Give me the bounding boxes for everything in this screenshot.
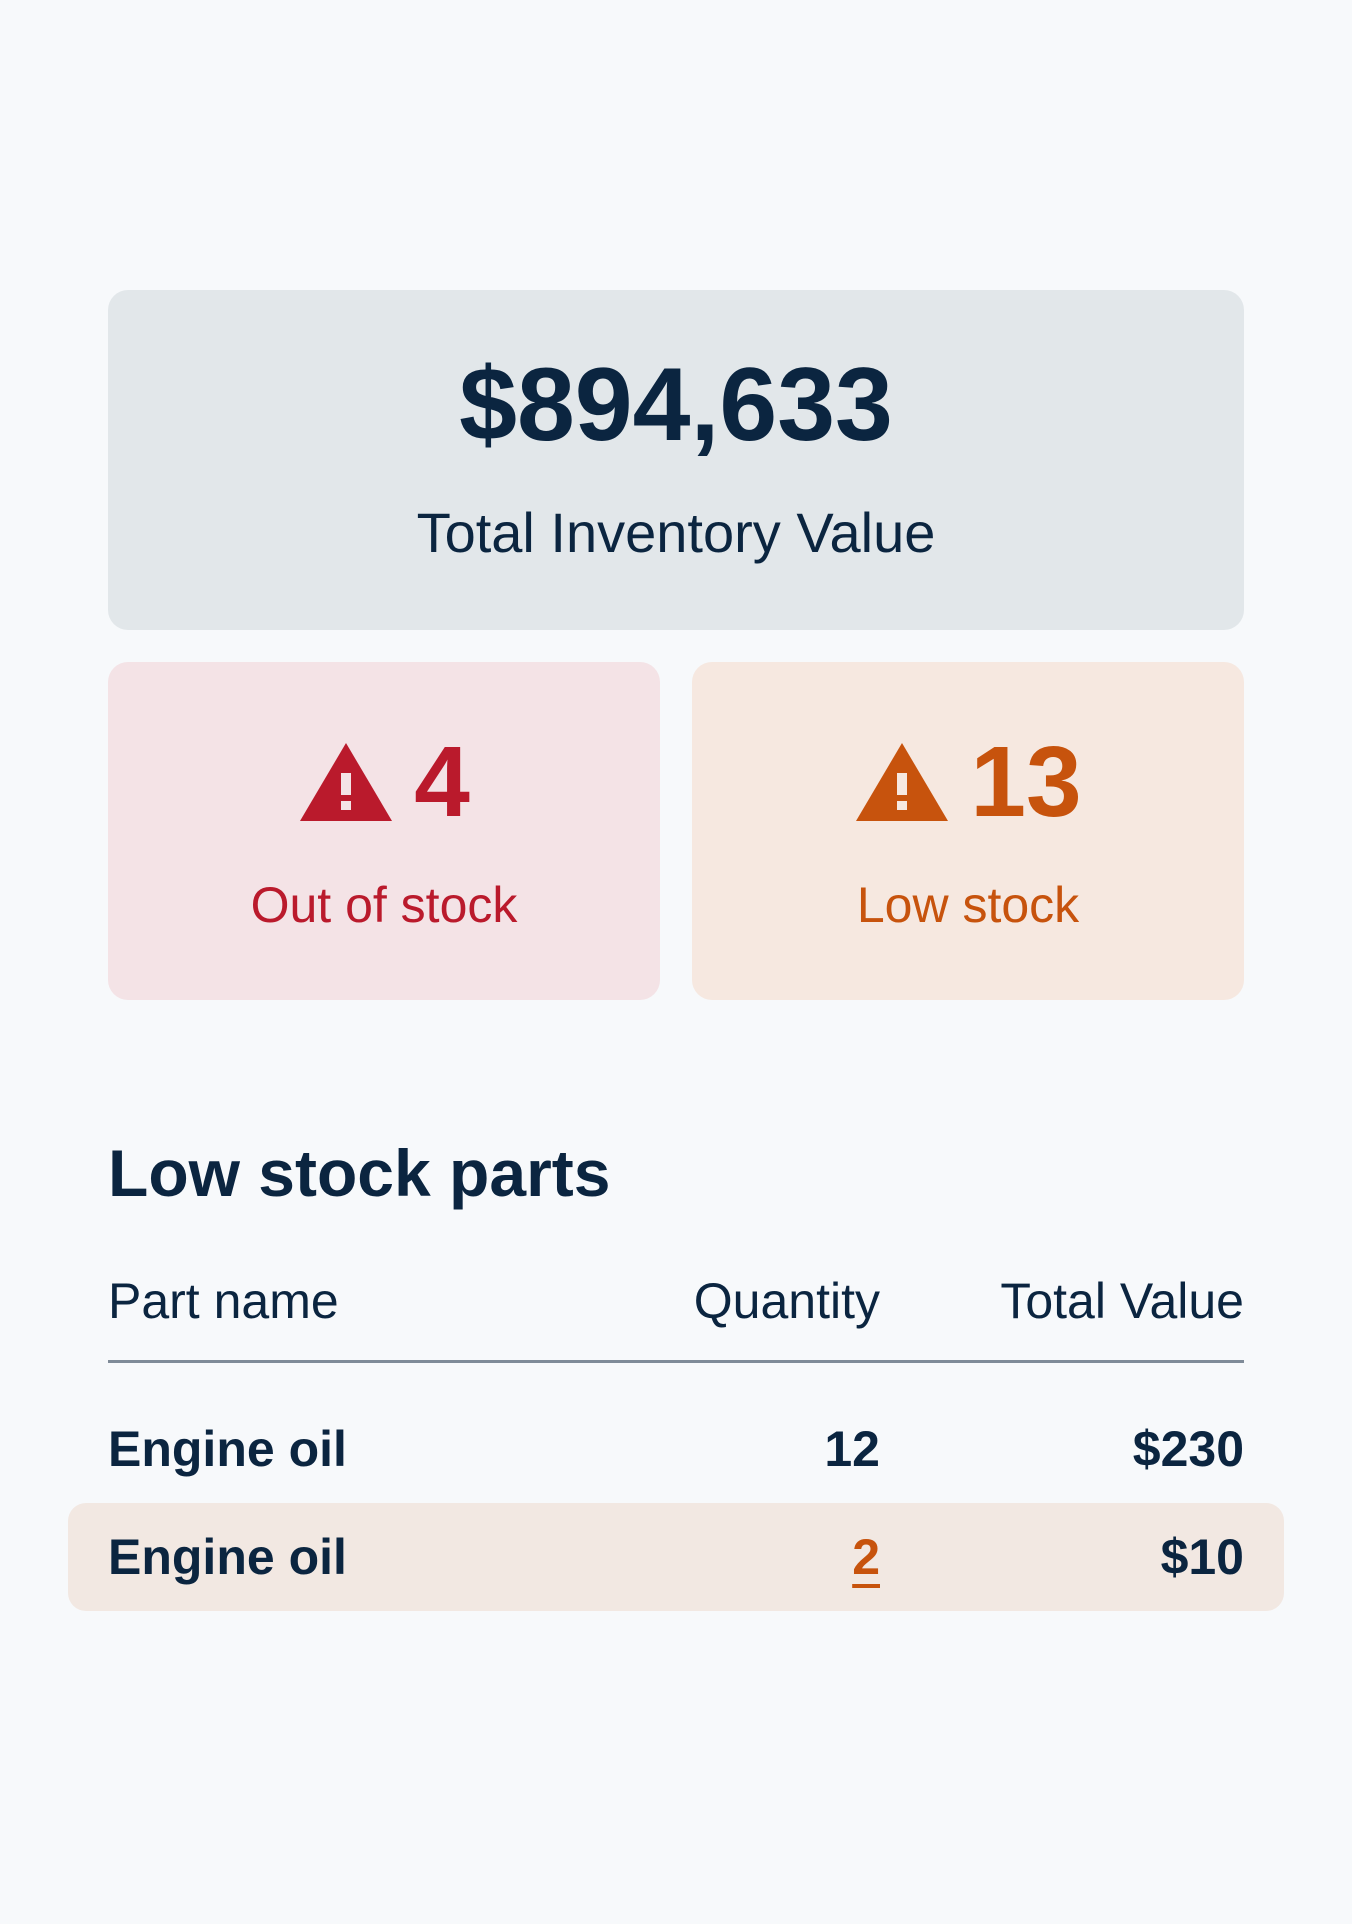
total-value-cell: $10 [1160,1529,1244,1585]
out-of-stock-header: 4 [298,732,470,832]
low-stock-card[interactable]: 13 Low stock [692,662,1244,1000]
column-header-quantity: Quantity [693,1273,880,1329]
stock-status-row: 4 Out of stock 13 Low stock [108,662,1244,1000]
out-of-stock-count: 4 [414,726,470,838]
low-stock-table: Part name Quantity Total Value Engine oi… [68,1272,1284,1611]
quantity-cell: 12 [824,1421,880,1477]
part-name-cell: Engine oil [108,1529,347,1585]
total-inventory-label: Total Inventory Value [416,501,936,564]
warning-triangle-icon [300,743,393,821]
dashboard: $894,633 Total Inventory Value 4 Out of … [68,290,1284,1611]
low-stock-header: 13 [854,726,1082,838]
quantity-cell: 2 [630,1528,880,1586]
column-header-total-value: Total Value [1000,1273,1244,1329]
quantity-link[interactable]: 2 [852,1529,880,1585]
out-of-stock-label: Out of stock [250,877,518,933]
table-row-highlighted[interactable]: Engine oil 2 $10 [68,1503,1284,1611]
column-header-part-name: Part name [108,1273,339,1329]
total-value-cell: $230 [1132,1421,1244,1477]
total-inventory-card: $894,633 Total Inventory Value [108,290,1244,630]
warning-triangle-icon [856,743,949,821]
total-inventory-value: $894,633 [459,347,893,463]
low-stock-count: 13 [970,726,1082,838]
table-row[interactable]: Engine oil 12 $230 [108,1395,1244,1503]
part-name-cell: Engine oil [108,1421,347,1477]
low-stock-label: Low stock [856,877,1080,933]
table-header: Part name Quantity Total Value [108,1272,1244,1363]
section-title: Low stock parts [108,1136,611,1210]
out-of-stock-card[interactable]: 4 Out of stock [108,662,660,1000]
